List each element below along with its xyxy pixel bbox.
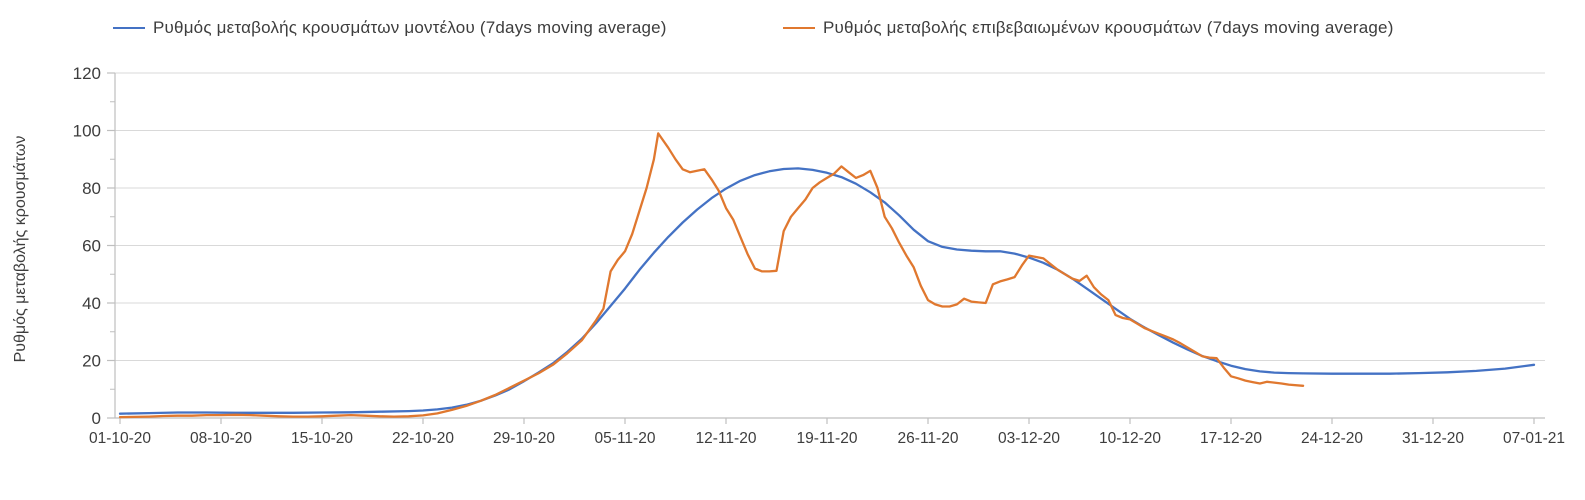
legend-item-confirmed: Ρυθμός μεταβολής επιβεβαιωμένων κρουσμάτ… (783, 18, 1394, 38)
legend-label-confirmed: Ρυθμός μεταβολής επιβεβαιωμένων κρουσμάτ… (823, 18, 1394, 37)
x-tick-label: 05-11-20 (595, 430, 656, 447)
series-line-model (118, 167, 1536, 415)
y-tick-label: 100 (73, 122, 101, 141)
chart-legend: Ρυθμός μεταβολής κρουσμάτων μοντέλου (7d… (0, 18, 1585, 44)
series-line-confirmed (118, 132, 1305, 419)
x-tick-label: 29-10-20 (493, 430, 555, 447)
x-tick-label: 01-10-20 (89, 430, 151, 447)
x-tick-label: 12-11-20 (696, 430, 757, 447)
x-tick-label: 15-10-20 (291, 430, 353, 447)
legend-line-confirmed-icon (783, 27, 815, 29)
x-tick-label: 19-11-20 (797, 430, 858, 447)
y-tick-label: 40 (82, 294, 101, 313)
y-tick-label: 80 (82, 179, 101, 198)
x-tick-label: 26-11-20 (898, 430, 959, 447)
y-tick-label: 60 (82, 237, 101, 256)
x-tick-label: 22-10-20 (392, 430, 454, 447)
x-tick-label: 08-10-20 (190, 430, 252, 447)
y-axis-title: Ρυθμός μεταβολής κρουσμάτων (12, 135, 29, 363)
x-tick-label: 07-01-21 (1503, 430, 1565, 447)
x-tick-label: 03-12-20 (998, 430, 1060, 447)
x-tick-label: 10-12-20 (1099, 430, 1161, 447)
x-tick-label: 17-12-20 (1200, 430, 1262, 447)
x-tick-label: 24-12-20 (1301, 430, 1363, 447)
y-tick-label: 0 (92, 409, 101, 428)
legend-label-model: Ρυθμός μεταβολής κρουσμάτων μοντέλου (7d… (153, 18, 667, 37)
y-tick-label: 20 (82, 352, 101, 371)
legend-line-model-icon (113, 27, 145, 29)
y-tick-label: 120 (73, 64, 101, 83)
x-tick-label: 31-12-20 (1402, 430, 1464, 447)
legend-item-model: Ρυθμός μεταβολής κρουσμάτων μοντέλου (7d… (113, 18, 667, 38)
